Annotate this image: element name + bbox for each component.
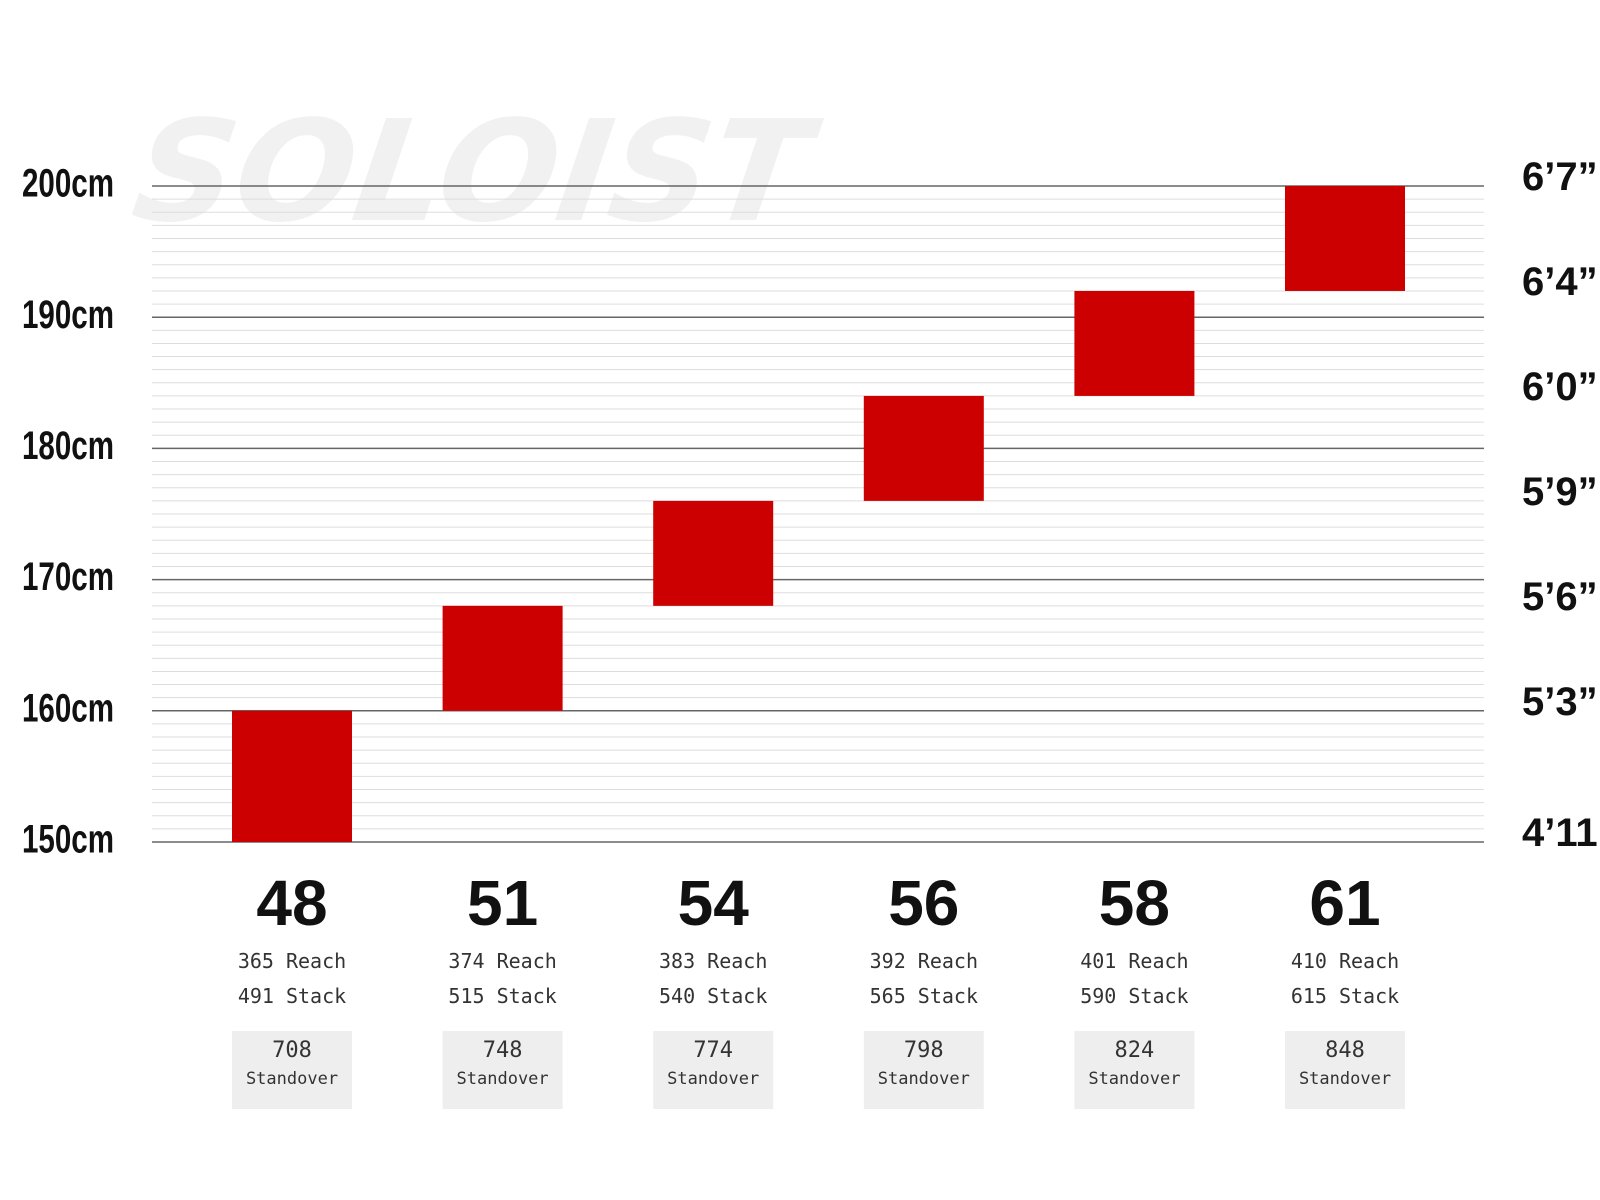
standover-label: Standover: [1299, 1069, 1391, 1089]
standover-box: [653, 1031, 774, 1109]
standover-label: Standover: [667, 1069, 759, 1089]
standover-value: 708: [272, 1038, 312, 1063]
left-tick-label: 180cm: [22, 424, 114, 468]
frame-size-label: 56: [888, 867, 959, 939]
right-tick-label: 5’9”: [1522, 470, 1598, 514]
size-range-bar-54: [653, 500, 774, 606]
right-tick-label: 6’4”: [1522, 260, 1598, 304]
right-tick-label: 5’3”: [1522, 680, 1598, 724]
size-range-bar-51: [442, 605, 563, 711]
standover-label: Standover: [1088, 1069, 1180, 1089]
reach-value: 410 Reach: [1291, 949, 1399, 973]
stack-value: 565 Stack: [870, 984, 978, 1008]
standover-value: 774: [693, 1038, 733, 1063]
left-axis: 200cm 190cm 180cm 170cm 160cm 150cm: [22, 162, 114, 862]
frame-size-label: 51: [467, 867, 538, 939]
stack-value: 515 Stack: [448, 984, 556, 1008]
standover-value: 848: [1325, 1038, 1365, 1063]
left-tick-label: 200cm: [22, 162, 114, 206]
standover-label: Standover: [457, 1069, 549, 1089]
standover-box: [232, 1031, 352, 1109]
standover-value: 798: [904, 1038, 944, 1063]
standover-box: [1285, 1031, 1405, 1109]
right-tick-label: 4’11”: [1522, 811, 1600, 855]
size-column-54: 54 383 Reach 540 Stack 774 Standover: [653, 867, 774, 1109]
size-range-bar-56: [863, 395, 984, 501]
standover-value: 748: [483, 1038, 523, 1063]
left-tick-label: 170cm: [22, 555, 114, 599]
standover-value: 824: [1115, 1038, 1155, 1063]
standover-label: Standover: [246, 1069, 338, 1089]
stack-value: 590 Stack: [1080, 984, 1188, 1008]
right-tick-label: 6’0”: [1522, 365, 1598, 409]
standover-box: [1074, 1031, 1195, 1109]
reach-value: 392 Reach: [870, 949, 978, 973]
standover-box: [442, 1031, 563, 1109]
left-tick-label: 150cm: [22, 818, 114, 862]
stack-value: 615 Stack: [1291, 984, 1399, 1008]
standover-box: [863, 1031, 984, 1109]
standover-label: Standover: [878, 1069, 970, 1089]
stack-value: 540 Stack: [659, 984, 767, 1008]
reach-value: 374 Reach: [448, 949, 556, 973]
left-tick-label: 160cm: [22, 686, 114, 730]
watermark-text: SOLOIST: [124, 91, 828, 254]
reach-value: 365 Reach: [238, 949, 346, 973]
stack-value: 491 Stack: [238, 984, 346, 1008]
right-axis: 6’7” 6’4” 6’0” 5’9” 5’6” 5’3” 4’11”: [1522, 155, 1600, 855]
size-column-56: 56 392 Reach 565 Stack 798 Standover: [863, 867, 984, 1109]
frame-size-label: 54: [678, 867, 750, 939]
bars: [232, 186, 1405, 842]
size-columns: 48 365 Reach 491 Stack 708 Standover 51 374 Re…: [232, 867, 1405, 1109]
minor-grid: [152, 198, 1484, 830]
major-grid: [152, 185, 1484, 843]
size-column-61: 61 410 Reach 615 Stack 848 Standover: [1285, 867, 1405, 1109]
size-range-bar-58: [1074, 290, 1195, 396]
reach-value: 401 Reach: [1080, 949, 1188, 973]
frame-size-label: 61: [1309, 867, 1380, 939]
right-tick-label: 5’6”: [1522, 575, 1598, 619]
frame-size-label: 48: [256, 867, 327, 939]
left-tick-label: 190cm: [22, 293, 114, 337]
size-column-58: 58 401 Reach 590 Stack 824 Standover: [1074, 867, 1195, 1109]
size-column-48: 48 365 Reach 491 Stack 708 Standover: [232, 867, 352, 1109]
frame-size-label: 58: [1099, 867, 1170, 939]
reach-value: 383 Reach: [659, 949, 767, 973]
right-tick-label: 6’7”: [1522, 155, 1598, 199]
size-range-bar-61: [1285, 186, 1405, 291]
size-range-bar-48: [232, 710, 352, 842]
size-column-51: 51 374 Reach 515 Stack 748 Standover: [442, 867, 563, 1109]
